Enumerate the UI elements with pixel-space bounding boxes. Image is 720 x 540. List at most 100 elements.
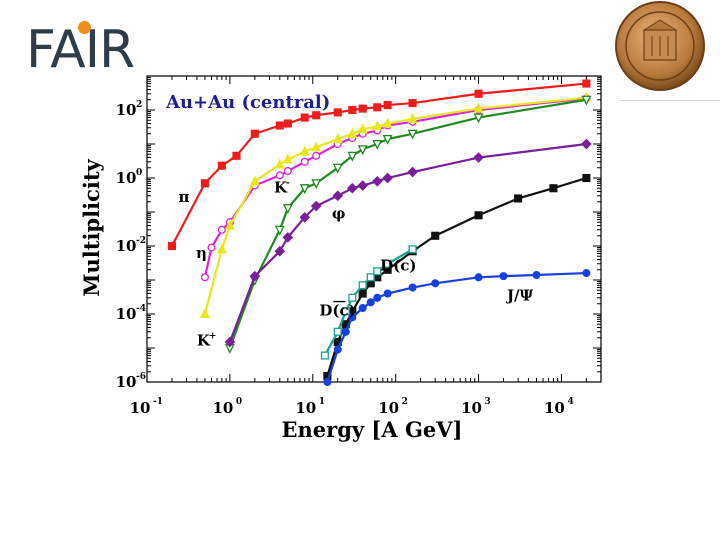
data-point bbox=[382, 134, 393, 145]
y-tick-exponent: -2 bbox=[136, 236, 146, 246]
series-line bbox=[203, 96, 587, 315]
data-point bbox=[217, 161, 226, 170]
x-tick-label: 10 bbox=[295, 399, 316, 417]
data-point bbox=[200, 273, 209, 282]
data-point bbox=[224, 336, 236, 348]
series-5 bbox=[323, 173, 591, 381]
data-point bbox=[549, 184, 558, 193]
data-point bbox=[358, 303, 367, 313]
series-2 bbox=[199, 91, 592, 319]
data-point bbox=[199, 308, 210, 319]
data-point bbox=[274, 158, 285, 169]
data-point bbox=[407, 166, 418, 178]
x-tick-exponent: -1 bbox=[153, 397, 163, 407]
logo-accent-dot bbox=[78, 21, 91, 34]
data-point bbox=[373, 103, 382, 112]
data-point bbox=[232, 151, 241, 160]
series-label: D(c) bbox=[380, 257, 416, 275]
data-point bbox=[200, 179, 209, 188]
university-seal-icon bbox=[615, 1, 705, 91]
y-tick-label: 10 bbox=[116, 373, 137, 391]
data-point bbox=[224, 219, 235, 230]
data-point bbox=[532, 270, 541, 280]
data-point bbox=[474, 211, 483, 220]
x-axis-title: Energy [A GeV] bbox=[282, 417, 463, 442]
data-point bbox=[274, 225, 285, 236]
data-point bbox=[582, 79, 591, 88]
x-tick-exponent: 1 bbox=[319, 397, 325, 407]
chart-title: Au+Au (central) bbox=[165, 92, 330, 113]
y-tick-exponent: -4 bbox=[136, 304, 146, 314]
data-point bbox=[311, 141, 322, 152]
data-point bbox=[275, 171, 284, 180]
data-point bbox=[332, 133, 343, 144]
series-7 bbox=[323, 269, 591, 387]
series-0 bbox=[167, 79, 591, 251]
data-point bbox=[348, 105, 357, 115]
data-point bbox=[282, 232, 294, 243]
data-point bbox=[473, 113, 484, 124]
data-point bbox=[408, 99, 417, 108]
x-tick-label: 10 bbox=[544, 399, 565, 417]
series-6 bbox=[320, 245, 417, 360]
series-label: J/Ψ bbox=[505, 286, 534, 304]
series-layer bbox=[167, 79, 592, 387]
data-point bbox=[357, 123, 368, 134]
data-point bbox=[581, 95, 592, 106]
data-point bbox=[383, 289, 392, 298]
data-point bbox=[581, 138, 592, 150]
data-point bbox=[282, 153, 293, 164]
data-point bbox=[333, 108, 342, 117]
data-point bbox=[311, 179, 322, 190]
data-point bbox=[341, 327, 350, 336]
data-point bbox=[323, 377, 332, 387]
y-tick-exponent: -6 bbox=[136, 372, 146, 382]
data-point bbox=[320, 351, 329, 360]
data-point bbox=[347, 182, 358, 194]
data-point bbox=[357, 145, 368, 156]
data-point bbox=[358, 104, 367, 113]
series-line bbox=[203, 97, 587, 278]
y-tick-label: 10 bbox=[116, 169, 137, 187]
data-point bbox=[473, 152, 484, 163]
x-tick-label: 10 bbox=[130, 399, 151, 417]
data-point bbox=[407, 129, 418, 140]
series-labels: πηK+K-φD(c)D(c)J/Ψ bbox=[179, 178, 534, 349]
data-point bbox=[310, 200, 322, 212]
data-point bbox=[474, 273, 483, 282]
data-point bbox=[167, 241, 177, 251]
data-point bbox=[283, 167, 292, 176]
data-point bbox=[249, 270, 261, 282]
x-tick-exponent: 4 bbox=[567, 397, 573, 407]
data-point bbox=[382, 117, 393, 128]
data-point bbox=[408, 245, 417, 254]
data-point bbox=[373, 267, 382, 276]
series-line bbox=[326, 176, 587, 377]
data-point bbox=[217, 225, 226, 234]
series-label: η bbox=[196, 244, 207, 262]
data-point bbox=[582, 173, 591, 183]
x-tick-exponent: 2 bbox=[402, 397, 408, 407]
data-point bbox=[372, 120, 383, 131]
data-point bbox=[383, 259, 392, 268]
x-tick-exponent: 0 bbox=[236, 397, 242, 407]
data-point bbox=[358, 281, 367, 290]
data-point bbox=[431, 279, 440, 288]
x-tick-label: 10 bbox=[461, 399, 482, 417]
series-label-sup: - bbox=[286, 178, 290, 188]
y-axis-title: Multiplicity bbox=[79, 158, 104, 296]
data-point bbox=[366, 298, 375, 307]
data-point bbox=[299, 145, 310, 156]
y-tick-exponent: 2 bbox=[136, 100, 142, 110]
data-point bbox=[407, 112, 418, 123]
data-point bbox=[299, 211, 311, 223]
data-point bbox=[514, 194, 523, 203]
data-point bbox=[347, 151, 358, 162]
series-label: D(c) bbox=[319, 302, 355, 320]
y-tick-exponent: 0 bbox=[136, 168, 142, 178]
data-point bbox=[249, 175, 260, 186]
series-line bbox=[228, 98, 587, 349]
data-point bbox=[408, 283, 417, 292]
